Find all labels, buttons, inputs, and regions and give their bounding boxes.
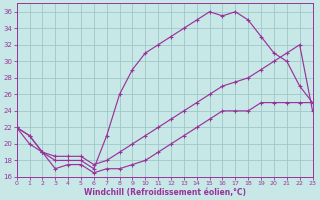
X-axis label: Windchill (Refroidissement éolien,°C): Windchill (Refroidissement éolien,°C): [84, 188, 245, 197]
